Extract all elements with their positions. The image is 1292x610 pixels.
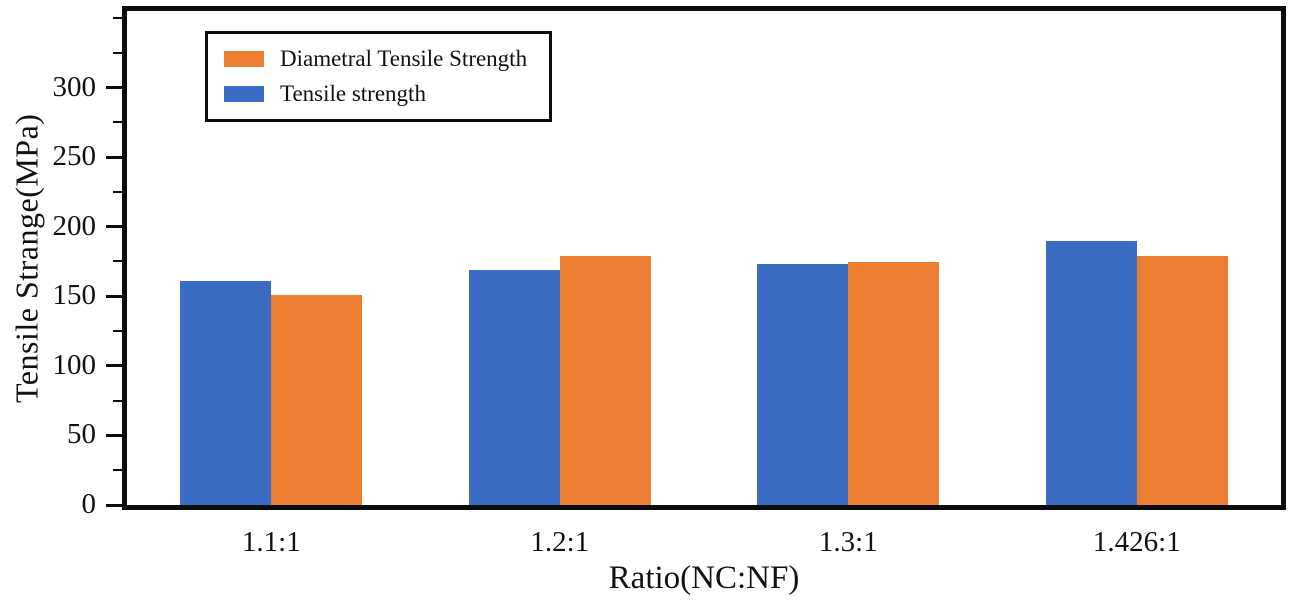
x-tick-label: 1.3:1 [818, 526, 878, 558]
legend-swatch-diametral-tensile-strength [224, 50, 264, 67]
y-major-tick [106, 155, 122, 159]
legend-label: Diametral Tensile Strength [280, 46, 528, 71]
y-minor-tick [113, 190, 122, 193]
legend: Diametral Tensile Strength Tensile stren… [205, 31, 553, 122]
bar-tensile-strength [757, 264, 849, 505]
bar-diametral-tensile-strength [559, 255, 651, 505]
y-minor-tick [113, 260, 122, 263]
y-tick-label: 0 [81, 488, 97, 520]
y-tick-label: 200 [52, 209, 97, 242]
x-tick-label: 1.2:1 [530, 526, 590, 558]
plot-area: Diametral Tensile Strength Tensile stren… [122, 6, 1286, 510]
bar-diametral-tensile-strength [848, 261, 940, 505]
y-minor-tick [113, 16, 122, 19]
y-tick-label: 50 [67, 418, 96, 451]
bar-diametral-tensile-strength [1136, 255, 1228, 505]
y-tick-label: 250 [52, 140, 97, 173]
y-major-tick [106, 433, 122, 437]
legend-entry: Diametral Tensile Strength [224, 46, 527, 71]
y-minor-tick [113, 51, 122, 54]
y-major-tick [106, 225, 122, 229]
y-major-tick [106, 294, 122, 298]
y-minor-tick [113, 399, 122, 402]
bar-tensile-strength [180, 281, 272, 505]
y-minor-tick [113, 121, 122, 124]
y-major-tick [106, 503, 122, 507]
bar-tensile-strength [468, 269, 560, 505]
bar-tensile-strength [1045, 240, 1137, 505]
legend-entry: Tensile strength [224, 81, 527, 106]
y-tick-label: 100 [52, 348, 97, 381]
x-tick-label: 1.1:1 [241, 526, 301, 558]
y-major-tick [106, 86, 122, 90]
x-axis-label: Ratio(NC:NF) [608, 560, 800, 596]
y-minor-tick [113, 469, 122, 472]
y-major-tick [106, 364, 122, 368]
x-tick-label: 1.426:1 [1092, 526, 1181, 558]
legend-label: Tensile strength [280, 81, 426, 107]
legend-swatch-tensile-strength [224, 85, 264, 102]
y-tick-label: 300 [52, 70, 97, 103]
y-tick-label: 150 [52, 279, 97, 312]
y-minor-tick [113, 330, 122, 333]
bar-diametral-tensile-strength [271, 294, 363, 505]
